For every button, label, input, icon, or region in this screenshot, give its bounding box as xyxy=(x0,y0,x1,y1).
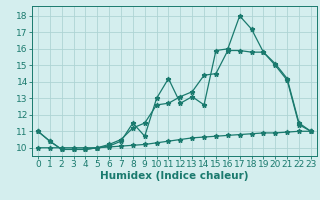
X-axis label: Humidex (Indice chaleur): Humidex (Indice chaleur) xyxy=(100,171,249,181)
